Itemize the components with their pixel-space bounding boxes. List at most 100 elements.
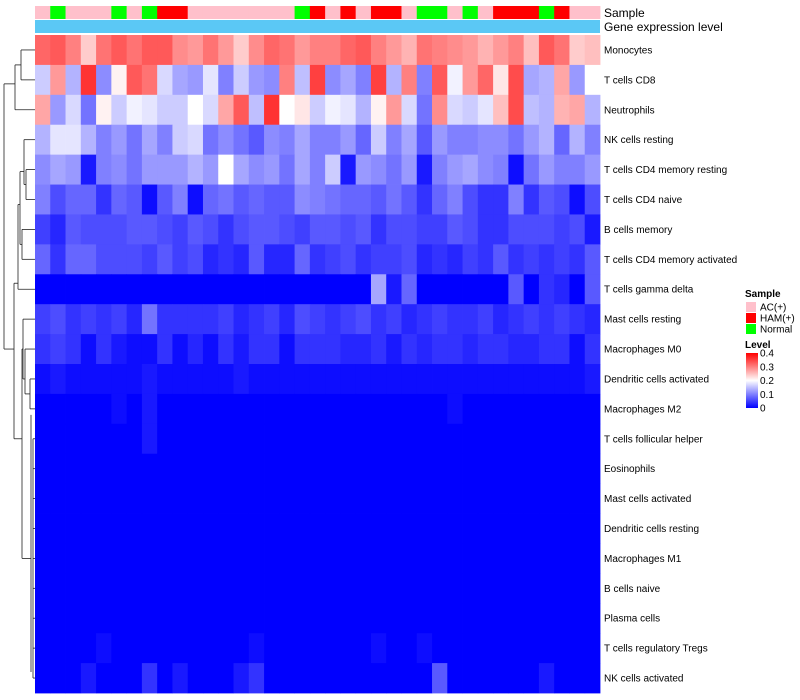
sample-annotation-track: [35, 6, 601, 19]
heatmap-cell: [294, 423, 311, 455]
heatmap-cell: [554, 543, 570, 574]
heatmap-cell: [96, 304, 112, 335]
heatmap-cell: [218, 304, 234, 335]
heatmap-cell: [172, 35, 189, 66]
heatmap-cell: [264, 453, 280, 485]
heatmap-cell: [432, 94, 448, 126]
heatmap-cell: [309, 35, 326, 66]
heatmap-cell: [172, 573, 189, 604]
heatmap-cell: [233, 154, 250, 185]
heatmap-cell: [432, 274, 448, 305]
heatmap-cell: [80, 633, 97, 664]
heatmap-cell: [126, 364, 143, 395]
heatmap-cell: [126, 483, 143, 514]
row-label: T cells CD4 naive: [604, 195, 683, 206]
heatmap-cell: [248, 124, 265, 156]
heatmap-cell: [554, 393, 570, 425]
heatmap-cell: [65, 124, 82, 156]
heatmap-cell: [355, 633, 372, 664]
row-label: T cells regulatory Tregs: [604, 644, 708, 655]
heatmap-cell: [355, 393, 372, 425]
heatmap-cell: [538, 573, 555, 604]
heatmap-cell: [111, 334, 128, 365]
heatmap-cell: [65, 244, 82, 275]
heatmap-cell: [294, 184, 311, 215]
heatmap-cell: [325, 453, 341, 485]
heatmap-cell: [493, 334, 509, 365]
heatmap-cell: [508, 453, 525, 485]
heatmap-cell: [462, 543, 479, 574]
heatmap-cell: [50, 334, 66, 365]
heatmap-cell: [538, 364, 555, 395]
heatmap-cell: [80, 124, 97, 156]
heatmap-cell: [35, 304, 51, 335]
heatmap-cell: [96, 124, 112, 156]
heatmap-cell: [477, 513, 494, 544]
heatmap-cell: [279, 35, 295, 66]
heatmap-cell: [538, 483, 555, 514]
heatmap-cell: [279, 663, 295, 694]
heatmap-cell: [325, 543, 341, 574]
heatmap-cell: [447, 304, 463, 335]
heatmap-cell: [355, 304, 372, 335]
heatmap-cell: [538, 244, 555, 275]
heatmap-cell: [325, 334, 341, 365]
heatmap-cell: [462, 154, 479, 185]
heatmap-cell: [233, 543, 250, 574]
heatmap-cell: [141, 154, 158, 185]
heatmap-cell: [65, 154, 82, 185]
heatmap-cell: [126, 94, 143, 126]
heatmap-cell: [96, 35, 112, 66]
heatmap-cell: [202, 543, 219, 574]
heatmap-cell: [187, 184, 204, 215]
legend-colorbar: [746, 353, 758, 408]
heatmap-cell: [187, 364, 204, 395]
heatmap-cell: [401, 184, 418, 215]
legend-tick-label: 0.2: [760, 376, 774, 387]
heatmap-cell: [157, 603, 173, 634]
heatmap-cell: [416, 364, 433, 395]
heatmap-cell: [218, 483, 234, 514]
heatmap-cell: [294, 483, 311, 514]
heatmap-cell: [294, 633, 311, 664]
heatmap-cell: [264, 154, 280, 185]
heatmap-cell: [554, 513, 570, 544]
sample-annotation-cell: [279, 6, 295, 19]
heatmap-cell: [218, 214, 234, 245]
heatmap-cell: [416, 603, 433, 634]
heatmap-cell: [294, 64, 311, 96]
heatmap-cell: [477, 334, 494, 365]
heatmap-cell: [264, 184, 280, 215]
heatmap-cell: [96, 154, 112, 185]
heatmap-cell: [141, 543, 158, 574]
heatmap-cell: [218, 513, 234, 544]
heatmap-cell: [386, 513, 402, 544]
heatmap-cell: [432, 423, 448, 455]
heatmap-cell: [96, 393, 112, 425]
heatmap-cell: [523, 124, 540, 156]
heatmap-cell: [508, 244, 525, 275]
heatmap-cell: [35, 334, 51, 365]
heatmap-cell: [569, 334, 586, 365]
heatmap-cell: [355, 274, 372, 305]
heatmap-cell: [111, 453, 128, 485]
heatmap-cell: [386, 184, 402, 215]
heatmap-cell: [401, 124, 418, 156]
heatmap-cell: [370, 603, 387, 634]
heatmap-cell: [370, 64, 387, 96]
heatmap-cell: [157, 124, 173, 156]
heatmap-cell: [462, 64, 479, 96]
heatmap-cell: [554, 423, 570, 455]
heatmap-cell: [172, 633, 189, 664]
heatmap-cell: [523, 35, 540, 66]
heatmap-cell: [233, 64, 250, 96]
heatmap-cell: [340, 94, 357, 126]
heatmap-cell: [355, 513, 372, 544]
heatmap-cell: [50, 35, 66, 66]
heatmap-cell: [508, 573, 525, 604]
heatmap-cell: [370, 483, 387, 514]
heatmap-cell: [80, 35, 97, 66]
heatmap-cell: [325, 214, 341, 245]
heatmap-cell: [554, 274, 570, 305]
heatmap-cell: [264, 543, 280, 574]
